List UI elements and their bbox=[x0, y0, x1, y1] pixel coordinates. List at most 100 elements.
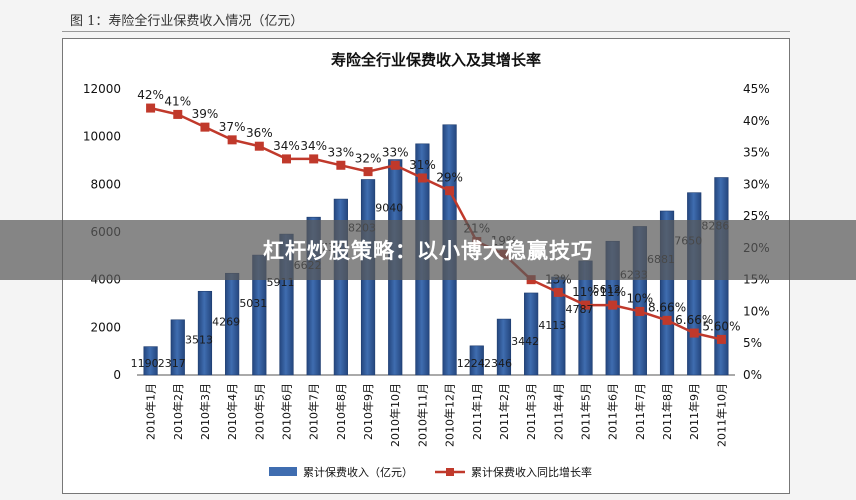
growth-point bbox=[417, 173, 427, 183]
bar bbox=[524, 292, 539, 376]
x-tick-label: 2011年3月 bbox=[524, 383, 538, 440]
x-tick-label: 2011年2月 bbox=[497, 383, 511, 440]
bar bbox=[469, 345, 484, 376]
growth-value-label: 42% bbox=[137, 88, 164, 102]
y-right-tick-label: 35% bbox=[743, 146, 770, 160]
growth-point bbox=[173, 109, 183, 119]
growth-point bbox=[635, 306, 645, 316]
growth-value-label: 39% bbox=[192, 107, 219, 121]
growth-point bbox=[254, 141, 264, 151]
x-tick-label: 2011年7月 bbox=[633, 383, 647, 440]
x-tick-label: 2011年9月 bbox=[687, 383, 701, 440]
x-tick-label: 2010年12月 bbox=[443, 383, 457, 447]
growth-value-label: 10% bbox=[627, 291, 654, 305]
growth-value-label: 31% bbox=[409, 158, 436, 172]
bar-value-label: 5612 bbox=[593, 283, 621, 296]
growth-point bbox=[390, 160, 400, 170]
y-right-tick-label: 10% bbox=[743, 304, 770, 318]
growth-point bbox=[689, 328, 699, 338]
growth-point bbox=[662, 315, 672, 325]
x-tick-label: 2010年9月 bbox=[361, 383, 375, 440]
y-right-tick-label: 25% bbox=[743, 209, 770, 223]
legend-bar-label: 累计保费收入（亿元） bbox=[303, 465, 413, 479]
legend-bar-swatch bbox=[269, 467, 297, 476]
y-right-tick-label: 5% bbox=[743, 336, 762, 350]
bar-value-label: 4113 bbox=[538, 319, 566, 332]
legend-line-marker bbox=[446, 468, 454, 476]
y-left-tick-label: 12000 bbox=[83, 82, 121, 96]
growth-value-label: 6.66% bbox=[675, 313, 713, 327]
x-tick-label: 2010年4月 bbox=[225, 383, 239, 440]
y-right-tick-label: 30% bbox=[743, 177, 770, 191]
growth-value-label: 41% bbox=[164, 94, 191, 108]
growth-value-label: 34% bbox=[300, 139, 327, 153]
growth-value-label: 36% bbox=[246, 126, 273, 140]
growth-point bbox=[200, 122, 210, 132]
bar-value-label: 1224 bbox=[457, 357, 485, 370]
bar-value-label: 4269 bbox=[212, 315, 240, 328]
bar-value-label: 3513 bbox=[185, 333, 213, 346]
x-tick-label: 2010年6月 bbox=[280, 383, 294, 440]
x-tick-label: 2010年2月 bbox=[171, 383, 185, 440]
bar bbox=[143, 346, 158, 376]
growth-point bbox=[363, 167, 373, 177]
growth-point bbox=[282, 154, 291, 164]
growth-value-label: 5.60% bbox=[702, 319, 740, 333]
growth-point bbox=[336, 160, 346, 170]
growth-point bbox=[581, 300, 590, 310]
growth-value-label: 8.66% bbox=[648, 300, 686, 314]
growth-point bbox=[716, 334, 726, 344]
x-tick-label: 2010年3月 bbox=[198, 383, 212, 440]
bar-value-label: 4787 bbox=[566, 303, 594, 316]
bar-value-label: 1190 bbox=[131, 357, 159, 370]
growth-value-label: 32% bbox=[355, 152, 382, 166]
growth-value-label: 11% bbox=[599, 285, 626, 299]
x-tick-label: 2010年1月 bbox=[144, 383, 158, 440]
x-tick-label: 2010年5月 bbox=[252, 383, 266, 440]
growth-line bbox=[150, 106, 722, 341]
bar-value-label: 5031 bbox=[239, 297, 267, 310]
growth-point bbox=[146, 103, 156, 113]
y-left-tick-label: 0 bbox=[113, 368, 121, 382]
y-right-tick-label: 40% bbox=[743, 114, 770, 128]
banner-text: 杠杆炒股策略：以小博大稳赢技巧 bbox=[263, 239, 593, 263]
y-left-tick-label: 10000 bbox=[83, 130, 121, 144]
growth-point bbox=[553, 287, 563, 297]
bar-value-label: 2317 bbox=[158, 357, 186, 370]
growth-point bbox=[608, 300, 618, 310]
bar bbox=[496, 318, 512, 376]
bar-value-label: 3442 bbox=[511, 335, 539, 348]
growth-value-label: 33% bbox=[328, 145, 355, 159]
figure-caption: 图 1：寿险全行业保费收入情况（亿元） bbox=[70, 14, 304, 29]
legend-line-label: 累计保费收入同比增长率 bbox=[471, 465, 592, 479]
x-tick-label: 2011年1月 bbox=[470, 383, 484, 440]
x-tick-label: 2011年8月 bbox=[660, 383, 674, 440]
growth-value-label: 33% bbox=[382, 145, 409, 159]
bar-value-label: 2346 bbox=[484, 357, 512, 370]
growth-point bbox=[445, 186, 455, 196]
x-tick-label: 2010年11月 bbox=[415, 383, 429, 447]
overlay-banner[interactable]: 杠杆炒股策略：以小博大稳赢技巧 bbox=[0, 220, 856, 280]
x-tick-label: 2011年5月 bbox=[579, 383, 593, 440]
x-tick-label: 2010年10月 bbox=[388, 383, 402, 447]
growth-value-label: 37% bbox=[219, 120, 246, 134]
caption-divider bbox=[62, 31, 790, 32]
y-left-tick-label: 8000 bbox=[90, 177, 121, 191]
growth-point bbox=[227, 135, 237, 145]
bar-value-label: 9040 bbox=[375, 202, 403, 215]
chart-title: 寿险全行业保费收入及其增长率 bbox=[331, 51, 541, 69]
x-tick-label: 2010年7月 bbox=[307, 383, 321, 440]
growth-value-label: 34% bbox=[273, 139, 300, 153]
bar bbox=[170, 319, 185, 376]
y-left-tick-label: 2000 bbox=[90, 320, 121, 334]
x-tick-label: 2011年4月 bbox=[551, 383, 565, 440]
x-tick-label: 2011年10月 bbox=[714, 383, 728, 447]
y-right-tick-label: 45% bbox=[743, 82, 770, 96]
growth-value-label: 11% bbox=[572, 285, 599, 299]
bar bbox=[197, 290, 213, 376]
growth-point bbox=[309, 154, 319, 164]
x-tick-label: 2011年6月 bbox=[606, 383, 620, 440]
y-right-tick-label: 0% bbox=[743, 368, 762, 382]
growth-value-label: 29% bbox=[436, 171, 463, 185]
x-tick-label: 2010年8月 bbox=[334, 383, 348, 440]
